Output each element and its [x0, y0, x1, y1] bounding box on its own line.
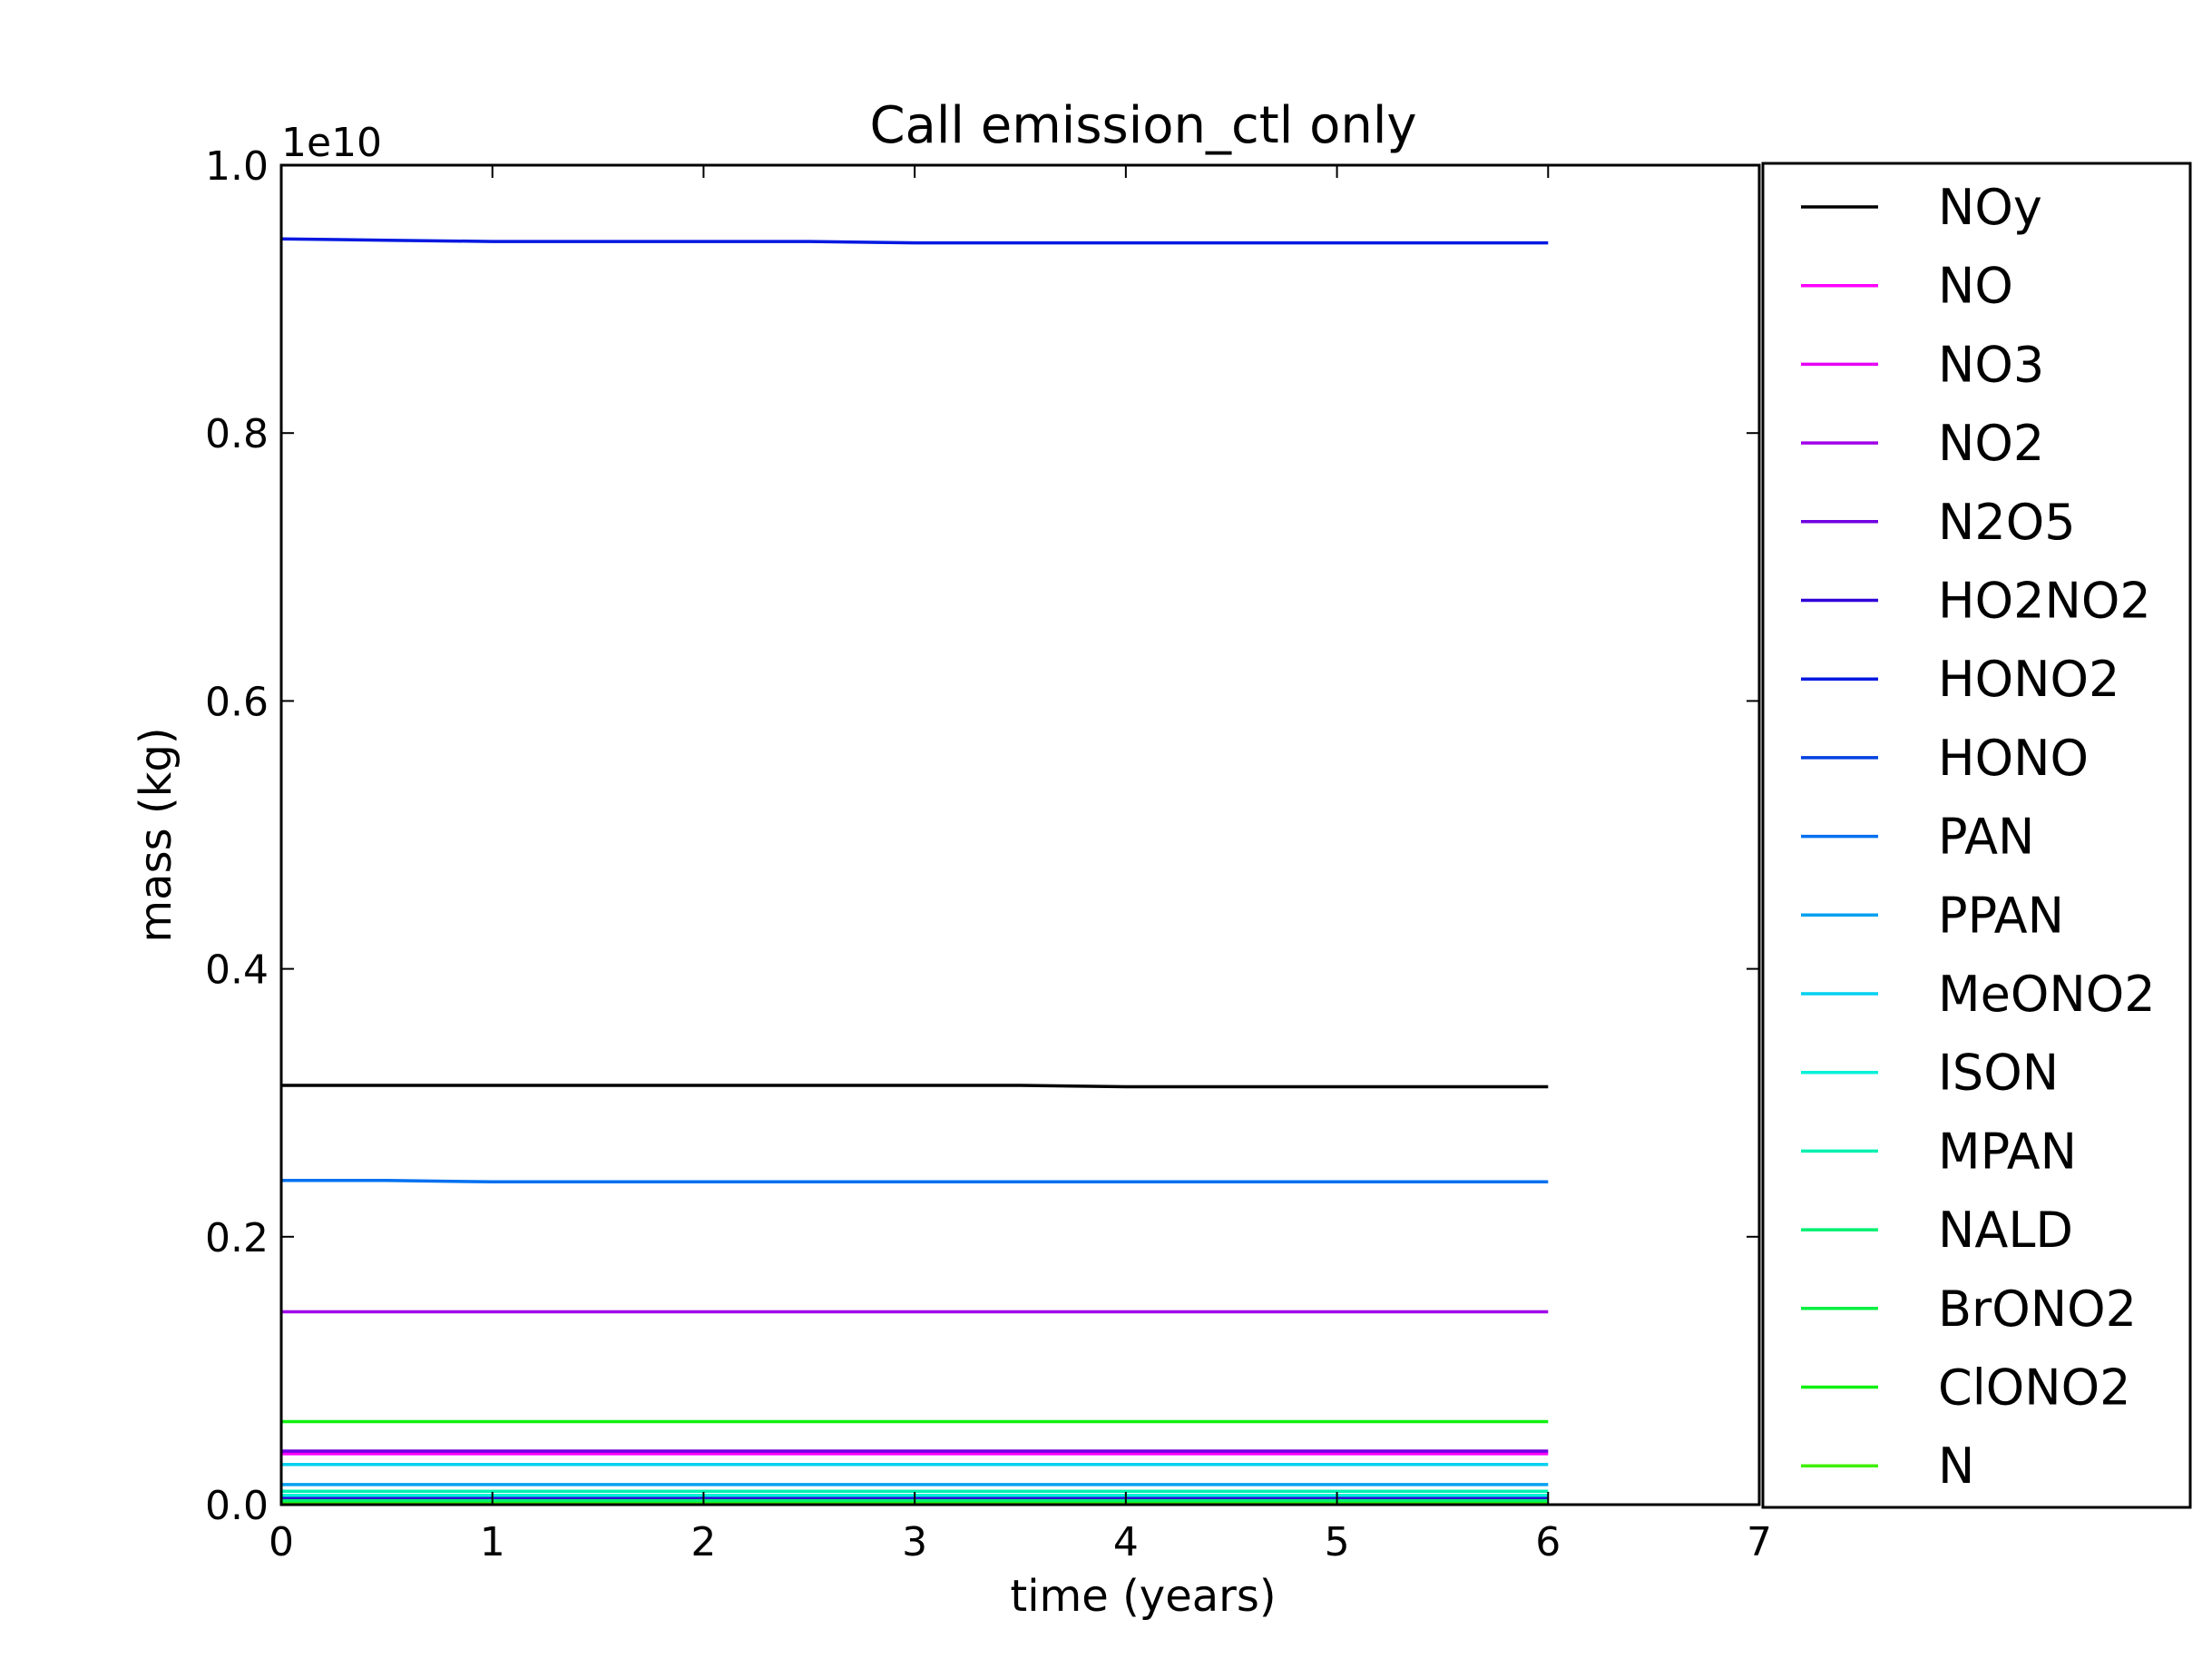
legend-item-no: NO: [1801, 258, 2013, 315]
legend-label: ClONO2: [1938, 1359, 2130, 1417]
legend-label: NO: [1938, 258, 2013, 315]
x-tick-label: 4: [1113, 1519, 1139, 1565]
legend-items: NOy NO NO3 NO2 N2O5 HO2NO2 HONO2 HONO PAN PPAN MeO…: [1801, 179, 2156, 1495]
series-line-noy: [281, 1084, 1549, 1089]
legend: NOy NO NO3 NO2 N2O5 HO2NO2 HONO2 HONO PAN PPAN MeO…: [1761, 162, 2192, 1509]
x-tick-label: 3: [902, 1519, 927, 1565]
plot-frame: [279, 163, 1761, 1506]
legend-item-n2o5: N2O5: [1801, 494, 2076, 551]
legend-label: N2O5: [1938, 494, 2076, 551]
plot-background: [281, 165, 1759, 1505]
legend-label: NOy: [1938, 179, 2042, 236]
legend-item-ho2no2: HO2NO2: [1801, 573, 2151, 630]
legend-label: NALD: [1938, 1202, 2073, 1259]
legend-label: NO3: [1938, 336, 2044, 393]
legend-item-ison: ISON: [1801, 1045, 2059, 1102]
x-tick-label: 7: [1747, 1519, 1772, 1565]
legend-item-no3: NO3: [1801, 336, 2044, 393]
y-tick-label: 0.0: [205, 1483, 269, 1529]
legend-label: PAN: [1938, 809, 2034, 866]
legend-item-pan: PAN: [1801, 809, 2034, 866]
legend-label: ISON: [1938, 1045, 2059, 1102]
y-axis-label: mass (kg): [131, 727, 181, 942]
legend-item-n: N: [1801, 1437, 1974, 1495]
x-tick-label: 5: [1325, 1519, 1350, 1565]
y-tick-label: 0.8: [205, 411, 269, 457]
legend-label: PPAN: [1938, 887, 2064, 944]
legend-label: MeONO2: [1938, 966, 2156, 1023]
x-tick-label: 0: [269, 1519, 294, 1565]
x-axis-label: time (years): [1010, 1571, 1276, 1622]
legend-label: N: [1938, 1437, 1974, 1495]
chart-title: Call emission_ctl only: [869, 96, 1416, 155]
legend-label: MPAN: [1938, 1123, 2077, 1180]
y-tick-label: 0.2: [205, 1215, 269, 1261]
x-axis: 0 1 2 3 4 5 6 7: [269, 165, 1772, 1565]
legend-item-noy: NOy: [1801, 179, 2042, 236]
legend-label: NO2: [1938, 415, 2044, 472]
legend-item-mpan: MPAN: [1801, 1123, 2077, 1180]
x-tick-label: 6: [1535, 1519, 1561, 1565]
plot-area: [279, 163, 1761, 1506]
y-tick-label: 0.6: [205, 679, 269, 725]
x-tick-label: 1: [480, 1519, 505, 1565]
legend-item-hono2: HONO2: [1801, 651, 2119, 708]
legend-item-ppan: PPAN: [1801, 887, 2064, 944]
legend-item-no2: NO2: [1801, 415, 2044, 472]
y-tick-label: 1.0: [205, 143, 269, 190]
legend-item-brono2: BrONO2: [1801, 1280, 2137, 1338]
legend-label: HO2NO2: [1938, 573, 2151, 630]
x-tick-label: 2: [690, 1519, 716, 1565]
y-offset-label: 1e10: [281, 120, 382, 166]
series-line-hono2: [280, 237, 1549, 245]
legend-item-clono2: ClONO2: [1801, 1359, 2130, 1417]
legend-label: HONO2: [1938, 651, 2119, 708]
legend-item-hono: HONO: [1801, 730, 2089, 787]
series-line-pan: [281, 1179, 1549, 1184]
y-tick-label: 0.4: [205, 947, 269, 994]
legend-label: HONO: [1938, 730, 2089, 787]
y-axis: 0.0 0.2 0.4 0.6 0.8 1.0: [205, 143, 1759, 1529]
legend-label: BrONO2: [1938, 1280, 2137, 1338]
legend-item-nald: NALD: [1801, 1202, 2073, 1259]
legend-item-meono2: MeONO2: [1801, 966, 2156, 1023]
